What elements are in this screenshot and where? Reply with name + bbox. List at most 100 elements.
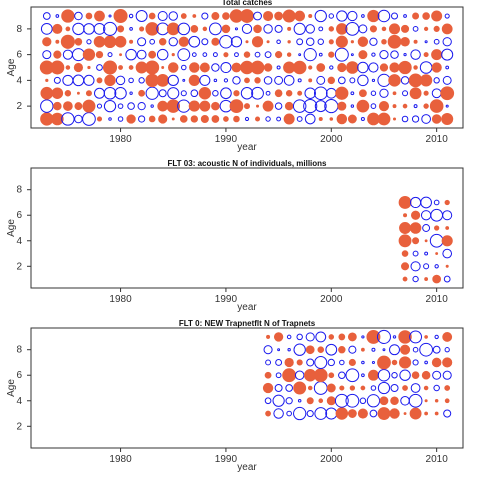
bubble-point bbox=[275, 359, 283, 366]
bubble-point bbox=[401, 24, 410, 33]
bubble-point bbox=[379, 50, 389, 60]
bubble-point bbox=[254, 77, 261, 84]
bubble-point bbox=[424, 277, 429, 281]
bubble-point bbox=[314, 407, 328, 420]
bubble-point bbox=[148, 12, 156, 20]
bubble-point bbox=[293, 406, 307, 421]
bubble-point bbox=[128, 65, 134, 70]
bubble-point bbox=[433, 25, 440, 32]
bubble-point bbox=[138, 115, 146, 123]
bubble-point bbox=[403, 213, 408, 218]
bubble-point bbox=[392, 104, 397, 109]
bubble-point bbox=[357, 36, 369, 47]
bubble-point bbox=[179, 115, 188, 123]
bubble-point bbox=[275, 372, 282, 379]
bubble-point bbox=[381, 26, 387, 32]
bubble-point bbox=[96, 103, 103, 109]
bubble-point bbox=[76, 91, 80, 95]
bubble-point bbox=[412, 346, 419, 353]
bubble-point bbox=[424, 40, 428, 44]
bubble-point bbox=[188, 100, 200, 112]
bubble-point bbox=[287, 26, 292, 31]
bubble-point bbox=[329, 65, 334, 70]
bubble-point bbox=[104, 74, 116, 87]
bubble-point bbox=[293, 343, 306, 356]
bubble-point bbox=[263, 76, 273, 85]
bubble-point bbox=[285, 397, 293, 405]
bubble-point bbox=[412, 359, 419, 366]
bubble-point bbox=[53, 76, 61, 84]
bubble-point bbox=[328, 334, 335, 340]
bubble-point bbox=[346, 61, 359, 74]
bubble-point bbox=[74, 37, 83, 46]
bubble-point bbox=[398, 356, 412, 369]
bubble-point bbox=[445, 65, 450, 70]
bubble-point bbox=[95, 50, 104, 59]
bubble-point bbox=[442, 37, 452, 47]
x-tick-label-2010: 2010 bbox=[426, 294, 449, 305]
bubble-point bbox=[398, 330, 412, 344]
bubble-point bbox=[432, 345, 441, 354]
bubble-point bbox=[108, 14, 112, 18]
bubble-point bbox=[96, 77, 103, 84]
bubble-point bbox=[96, 64, 103, 71]
bubble-point bbox=[350, 53, 354, 57]
bubble-point bbox=[391, 12, 399, 20]
bubble-point bbox=[421, 114, 431, 124]
bubble-point bbox=[167, 74, 179, 87]
bubble-point bbox=[117, 116, 124, 122]
bubble-point bbox=[263, 345, 273, 355]
bubble-point bbox=[336, 113, 348, 125]
bubble-point bbox=[61, 9, 75, 23]
bubble-point bbox=[219, 35, 233, 49]
bubble-point bbox=[72, 22, 85, 36]
bubble-point bbox=[74, 114, 83, 124]
bubble-point bbox=[157, 100, 169, 112]
y-axis-label-2: Age bbox=[6, 219, 17, 237]
bubble-point bbox=[350, 104, 355, 108]
bubble-point bbox=[177, 48, 191, 62]
bubble-point bbox=[71, 48, 85, 62]
bubble-point bbox=[314, 9, 327, 23]
bubble-point bbox=[433, 77, 440, 84]
bubble-point bbox=[442, 331, 453, 342]
bubble-point bbox=[445, 226, 450, 230]
bubble-point bbox=[83, 23, 95, 35]
bubble-point bbox=[424, 239, 428, 243]
bubble-point bbox=[328, 13, 335, 19]
bubble-point bbox=[156, 73, 170, 87]
x-tick-label-2010: 2010 bbox=[426, 134, 449, 145]
bubble-point bbox=[381, 38, 387, 45]
x-tick-label-2000: 2000 bbox=[320, 454, 343, 465]
bubble-point bbox=[274, 75, 284, 85]
bubble-point bbox=[305, 345, 315, 355]
bubble-point bbox=[431, 357, 442, 368]
bubble-point bbox=[234, 52, 239, 58]
bubble-point bbox=[243, 51, 251, 58]
bubble-point bbox=[357, 61, 369, 74]
bubble-point bbox=[442, 248, 453, 259]
bubble-point bbox=[401, 115, 409, 123]
bubble-point bbox=[221, 24, 231, 34]
bubble-point bbox=[94, 10, 105, 22]
y-tick-label-4: 4 bbox=[16, 236, 22, 247]
bubble-point bbox=[424, 360, 428, 365]
bubble-point bbox=[431, 49, 443, 61]
bubble-point bbox=[358, 89, 367, 98]
bubble-point bbox=[156, 48, 169, 61]
bubble-point bbox=[379, 63, 389, 72]
bubble-point bbox=[347, 332, 357, 342]
bubble-point bbox=[266, 334, 271, 339]
bubble-point bbox=[382, 348, 386, 352]
bubble-point bbox=[297, 399, 302, 403]
bubble-point bbox=[390, 50, 399, 59]
y-tick-label-8: 8 bbox=[16, 185, 22, 196]
bubble-point bbox=[254, 51, 261, 58]
bubble-point bbox=[377, 407, 391, 420]
bubble-point bbox=[178, 36, 189, 47]
bubble-point bbox=[361, 360, 365, 365]
bubble-point bbox=[253, 24, 262, 34]
bubble-point bbox=[389, 408, 400, 419]
bubble-point bbox=[240, 9, 254, 23]
bubble-point bbox=[171, 117, 175, 121]
